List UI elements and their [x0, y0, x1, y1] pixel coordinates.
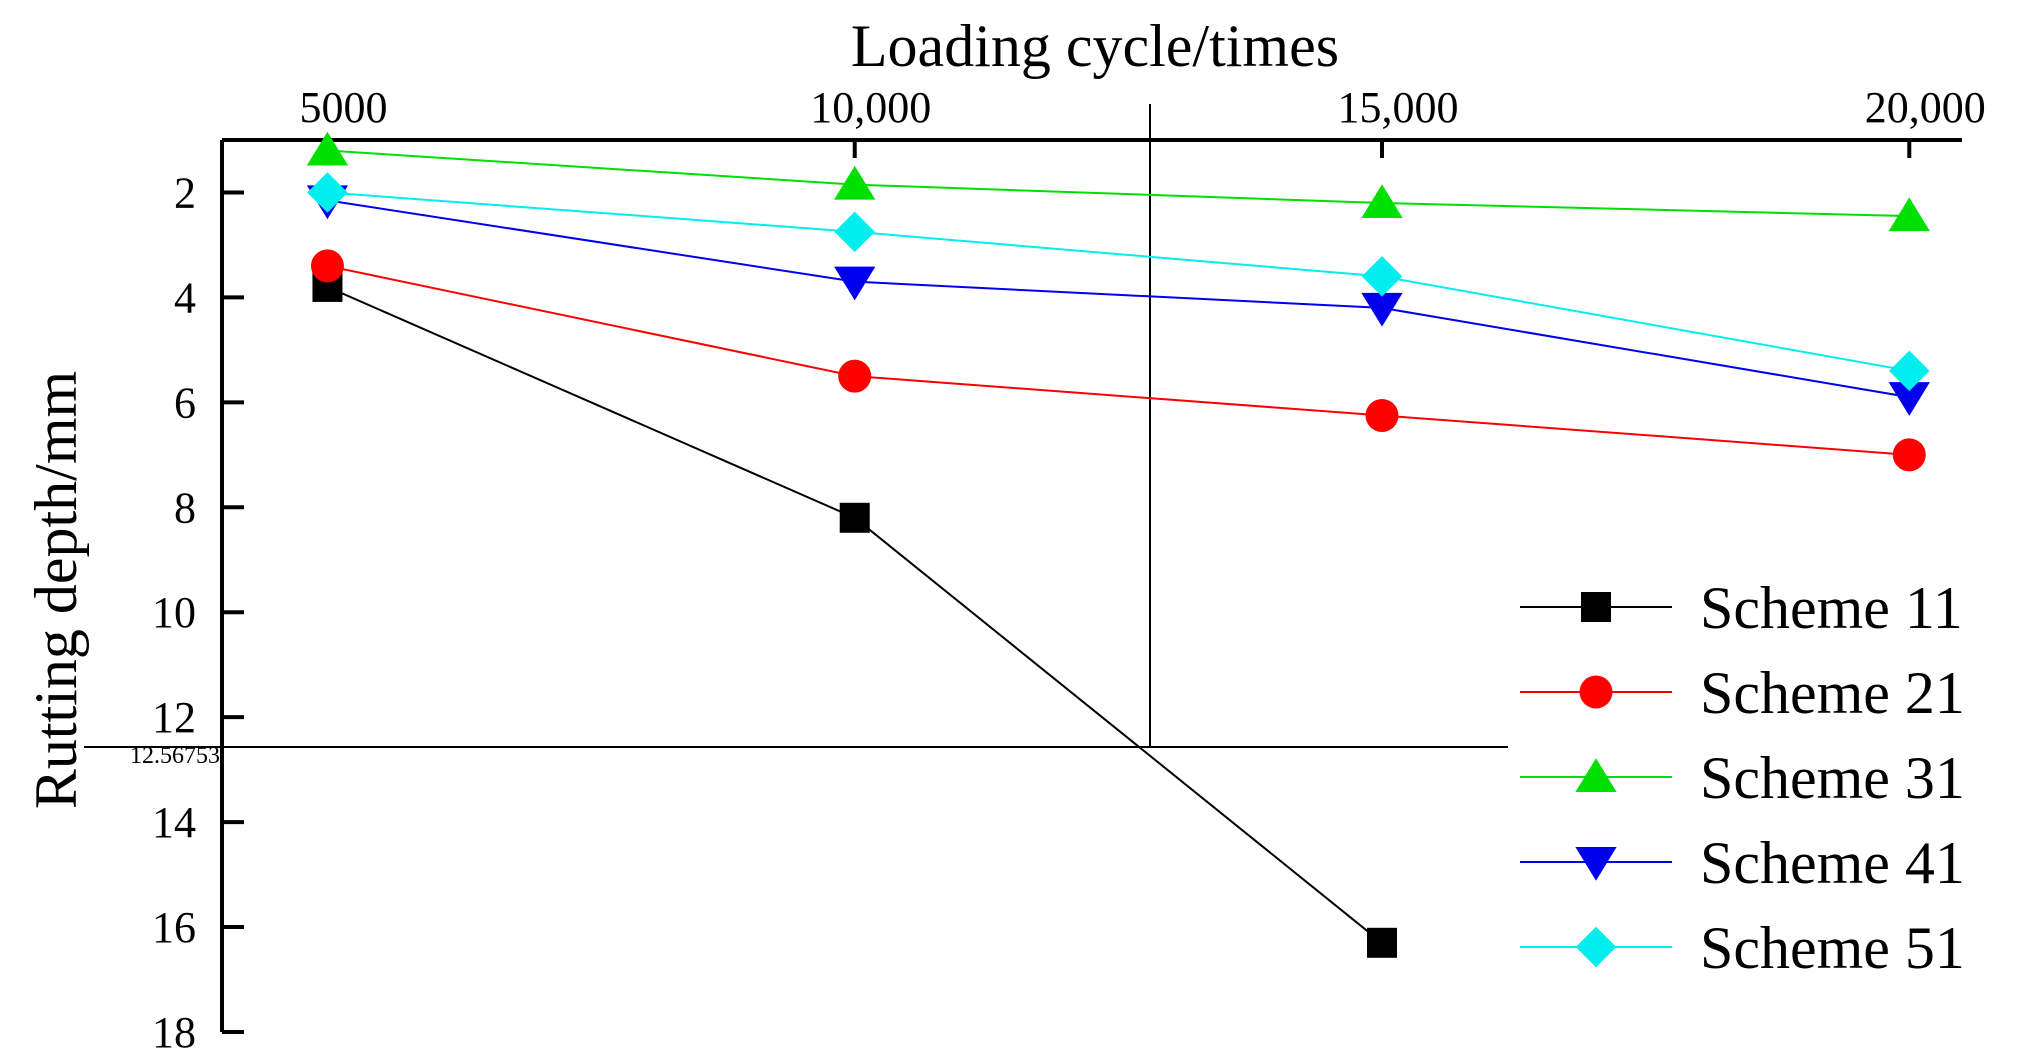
data-point	[1361, 184, 1403, 218]
data-point	[1367, 927, 1397, 958]
axes: 5000 10,000 15,000 20,000 2 4 6 8 10 12 14 16 18 Load…	[23, 13, 1986, 1057]
legend-item: Scheme 51	[1520, 915, 1965, 981]
legend-label: Scheme 31	[1700, 745, 1965, 811]
data-point	[310, 249, 344, 283]
series-line	[327, 264, 1910, 456]
data-point	[838, 359, 872, 393]
y-tick-label: 8	[174, 483, 196, 532]
legend-label: Scheme 41	[1700, 830, 1965, 896]
legend: Scheme 11 Scheme 21 Scheme 31 Scheme 41 Sche…	[1520, 575, 1965, 981]
data-point	[834, 211, 875, 253]
series-scheme-21	[310, 249, 1926, 472]
legend-item: Scheme 31	[1520, 745, 1965, 811]
legend-marker	[1575, 758, 1617, 792]
series-line	[327, 149, 1910, 218]
data-point	[1892, 438, 1926, 472]
legend-label: Scheme 11	[1700, 575, 1963, 641]
y-axis-title: Rutting depth/mm	[23, 371, 89, 809]
legend-item: Scheme 11	[1520, 575, 1963, 641]
legend-marker	[1575, 926, 1617, 968]
legend-label: Scheme 51	[1700, 915, 1965, 981]
series-scheme-31	[306, 131, 1930, 232]
y-tick-label: 14	[152, 798, 196, 847]
x-tick-label: 5000	[299, 83, 387, 132]
series-scheme-51	[307, 172, 1930, 392]
legend-item: Scheme 21	[1520, 660, 1965, 726]
data-point	[834, 165, 876, 200]
y-tick-label: 12	[152, 693, 196, 742]
data-point	[1365, 398, 1399, 432]
y-tick-label: 2	[174, 168, 196, 217]
x-tick-label: 20,000	[1865, 83, 1986, 132]
data-point	[1889, 350, 1930, 392]
series-scheme-41	[306, 185, 1930, 416]
series-layer	[306, 131, 1930, 958]
y-tick-label: 16	[152, 903, 196, 952]
x-axis-title: Loading cycle/times	[851, 13, 1339, 79]
legend-item: Scheme 41	[1520, 830, 1965, 896]
y-tick-label: 18	[152, 1008, 196, 1057]
y-tick-label: 10	[152, 588, 196, 637]
data-point	[306, 131, 349, 166]
x-tick-label: 10,000	[810, 83, 931, 132]
x-tick-label: 15,000	[1338, 83, 1459, 132]
y-tick-label: 4	[174, 273, 196, 322]
data-point	[307, 172, 348, 213]
data-point	[1888, 197, 1930, 232]
legend-marker	[1575, 847, 1617, 881]
data-point	[834, 266, 876, 301]
series-line	[327, 199, 1910, 399]
legend-marker	[1579, 675, 1613, 709]
data-point	[1888, 382, 1930, 416]
data-point	[1361, 256, 1403, 297]
data-point	[839, 502, 870, 533]
crosshair-value-label: 12.56753	[130, 743, 220, 769]
legend-label: Scheme 21	[1700, 660, 1965, 726]
data-point	[1361, 292, 1403, 327]
legend-marker	[1581, 592, 1611, 622]
y-tick-label: 6	[174, 378, 196, 427]
series-line	[327, 191, 1910, 372]
crosshair: 12.56753	[84, 104, 1508, 769]
